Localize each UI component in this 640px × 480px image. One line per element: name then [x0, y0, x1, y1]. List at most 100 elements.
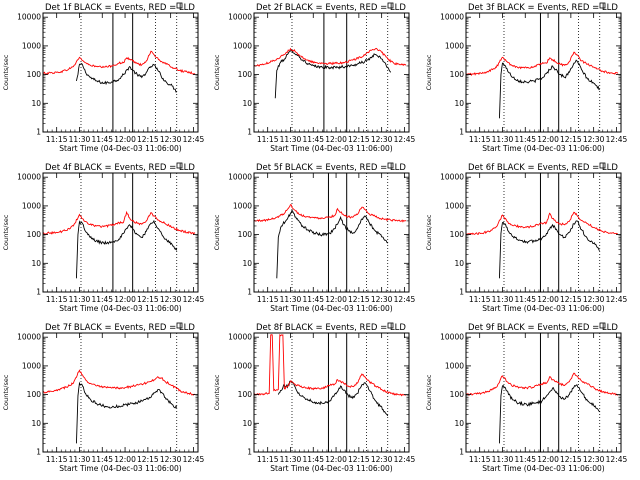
x-tick-label: 11:45 — [91, 135, 113, 144]
y-tick-label: 10000 — [228, 13, 252, 22]
x-tick-label: 12:00 — [114, 135, 136, 144]
lld-series-line — [466, 372, 619, 397]
events-series-line — [274, 49, 392, 99]
y-tick-label: 10000 — [17, 13, 41, 22]
y-tick-label: 10 — [454, 259, 464, 268]
x-tick-label: 11:45 — [514, 135, 536, 144]
lld-series-line — [43, 210, 196, 235]
y-tick-label: 1 — [36, 288, 41, 297]
x-tick-label: 12:15 — [348, 455, 370, 464]
y-tick-label: 10000 — [440, 333, 464, 342]
x-tick-label: 12:00 — [114, 455, 136, 464]
title-marker-box — [176, 322, 183, 329]
lld-series-line — [254, 47, 407, 67]
x-tick-label: 11:15 — [469, 135, 491, 144]
x-tick-label: 11:15 — [469, 295, 491, 304]
title-marker-box — [176, 162, 183, 169]
y-tick-label: 1000 — [445, 201, 464, 210]
y-axis-label: Counts/sec — [213, 374, 221, 410]
x-tick-label: 11:15 — [46, 135, 68, 144]
y-tick-label: 100 — [238, 390, 253, 399]
events-series-line — [498, 384, 601, 444]
title-marker-box — [599, 162, 606, 169]
y-tick-label: 10000 — [228, 173, 252, 182]
y-tick-label: 10000 — [17, 173, 41, 182]
events-series-line — [277, 380, 389, 417]
detector-panel-4: Det 4f BLACK = Events, RED = LLD 1 10 100 10… — [2, 162, 204, 313]
y-axis-label: Counts/sec — [2, 214, 10, 250]
x-tick-label: 12:30 — [583, 295, 605, 304]
title-marker-box — [176, 2, 183, 9]
y-axis-label: Counts/sec — [425, 374, 433, 410]
y-tick-label: 100 — [450, 70, 465, 79]
events-series-line — [276, 209, 389, 279]
x-tick-label: 12:15 — [560, 455, 582, 464]
detector-panel-7: Det 7f BLACK = Events, RED = LLD 1 10 100 10… — [2, 322, 205, 473]
x-tick-label: 12:00 — [537, 135, 559, 144]
events-series-line — [498, 59, 600, 119]
x-tick-label: 12:15 — [348, 295, 370, 304]
y-tick-label: 100 — [450, 390, 465, 399]
plot-frame — [42, 12, 199, 133]
y-tick-label: 1000 — [233, 361, 252, 370]
title-marker-box — [599, 2, 606, 9]
x-tick-label: 12:15 — [137, 135, 159, 144]
x-axis-label: Start Time (04-Dec-03 11:06:00) — [270, 464, 392, 473]
x-tick-label: 12:45 — [183, 455, 205, 464]
y-axis-label: Counts/sec — [2, 374, 10, 410]
x-tick-label: 11:30 — [69, 135, 91, 144]
lld-series-line — [254, 333, 407, 397]
lld-series-line — [466, 51, 619, 77]
y-axis-label: Counts/sec — [213, 54, 221, 90]
x-tick-label: 12:30 — [583, 455, 605, 464]
lld-series-line — [43, 369, 196, 396]
y-tick-label: 1 — [459, 128, 464, 137]
lld-series-line — [466, 211, 619, 236]
x-tick-label: 11:30 — [492, 455, 514, 464]
x-axis-label: Start Time (04-Dec-03 11:06:00) — [59, 304, 181, 313]
x-tick-label: 12:15 — [348, 135, 370, 144]
y-tick-label: 100 — [238, 70, 253, 79]
y-tick-label: 10 — [242, 419, 252, 428]
x-tick-label: 11:15 — [46, 455, 68, 464]
y-tick-label: 10 — [242, 99, 252, 108]
plot-frame — [465, 12, 622, 133]
y-tick-label: 1000 — [22, 201, 41, 210]
lld-series-line — [254, 204, 407, 223]
y-tick-label: 1 — [36, 128, 41, 137]
x-tick-label: 11:45 — [302, 135, 324, 144]
y-tick-label: 1000 — [22, 41, 41, 50]
y-axis-label: Counts/sec — [425, 54, 433, 90]
x-axis-label: Start Time (04-Dec-03 11:06:00) — [482, 144, 604, 153]
x-axis-label: Start Time (04-Dec-03 11:06:00) — [59, 464, 181, 473]
x-tick-label: 11:30 — [492, 135, 514, 144]
y-tick-label: 1000 — [233, 201, 252, 210]
x-tick-label: 12:00 — [114, 295, 136, 304]
panel-title: Det 5f BLACK = Events, RED = LLD — [256, 163, 406, 173]
x-tick-label: 12:00 — [325, 135, 347, 144]
x-tick-label: 12:45 — [606, 295, 628, 304]
x-tick-label: 11:30 — [492, 295, 514, 304]
x-tick-label: 12:45 — [606, 455, 628, 464]
x-tick-label: 12:45 — [394, 455, 416, 464]
x-tick-label: 12:30 — [371, 455, 393, 464]
y-tick-label: 10 — [454, 419, 464, 428]
x-axis-label: Start Time (04-Dec-03 11:06:00) — [482, 304, 604, 313]
y-tick-label: 10000 — [440, 173, 464, 182]
plot-frame — [42, 172, 199, 293]
x-tick-label: 11:45 — [91, 295, 113, 304]
lld-series-line — [43, 50, 196, 75]
detector-panel-1: Det 1f BLACK = Events, RED = LLD 1 10 100 10… — [2, 2, 204, 153]
x-tick-label: 12:30 — [160, 295, 182, 304]
events-series-line — [75, 219, 178, 279]
panel-title: Det 1f BLACK = Events, RED = LLD — [45, 3, 195, 13]
y-tick-label: 1000 — [445, 41, 464, 50]
x-axis-label: Start Time (04-Dec-03 11:06:00) — [270, 304, 392, 313]
x-axis-label: Start Time (04-Dec-03 11:06:00) — [482, 464, 604, 473]
plot-frame — [42, 332, 199, 453]
y-tick-label: 10000 — [17, 333, 41, 342]
plot-frame — [253, 12, 410, 133]
x-tick-label: 11:15 — [46, 295, 68, 304]
x-tick-label: 11:45 — [91, 455, 113, 464]
x-tick-label: 12:30 — [160, 135, 182, 144]
